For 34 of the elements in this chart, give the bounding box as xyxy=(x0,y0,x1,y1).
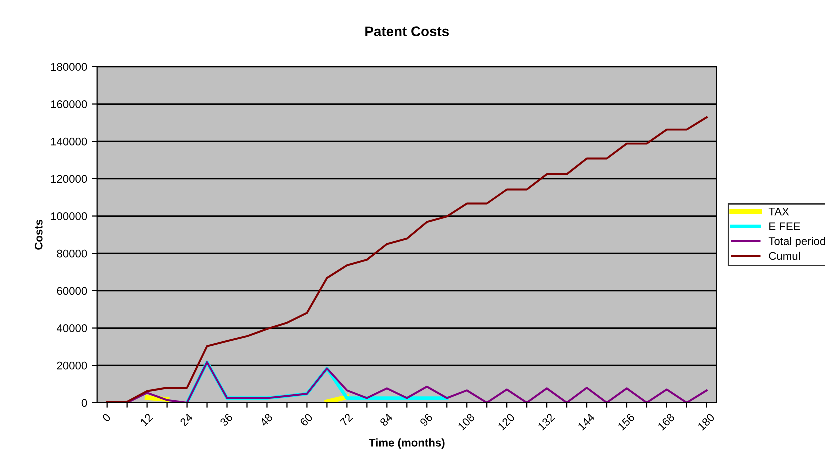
x-axis-title: Time (months) xyxy=(369,438,445,450)
legend-label: TAX xyxy=(768,208,790,216)
y-tick-label: 140000 xyxy=(51,138,88,146)
x-tick-label: 24 xyxy=(180,413,194,427)
legend-label: E FEE xyxy=(770,222,800,230)
x-tick-label: 60 xyxy=(300,413,314,427)
x-tick-label: 96 xyxy=(420,413,434,427)
x-tick-label: 12 xyxy=(140,413,154,427)
x-tick-label: 108 xyxy=(458,413,476,431)
x-tick-label: 156 xyxy=(618,413,636,431)
y-tick-label: 120000 xyxy=(51,175,88,184)
x-tick-label: 144 xyxy=(578,413,596,431)
legend-label: Cumul xyxy=(769,252,800,260)
x-tick-label: 72 xyxy=(340,413,354,427)
line-series xyxy=(106,116,708,403)
y-axis-title: Costs xyxy=(34,220,43,250)
y-tick-label: 20000 xyxy=(57,362,88,370)
y-tick-label: 160000 xyxy=(51,100,88,108)
x-tick-label: 84 xyxy=(380,413,394,427)
x-tick-label: 36 xyxy=(220,413,234,427)
y-tick-label: 40000 xyxy=(56,324,88,332)
x-tick-label: 0 xyxy=(102,413,112,423)
y-tick-label: 180000 xyxy=(51,63,88,72)
x-tick-label: 168 xyxy=(658,413,676,431)
x-tick-label: 180 xyxy=(698,413,716,431)
legend-label: Total period xyxy=(768,237,825,248)
y-tick-label: 0 xyxy=(82,399,88,408)
y-tick-label: 100000 xyxy=(51,212,88,220)
y-tick-label: 80000 xyxy=(57,250,88,258)
x-tick-label: 132 xyxy=(538,413,556,431)
x-tick-label: 48 xyxy=(260,413,274,427)
y-tick-label: 60000 xyxy=(57,287,88,296)
chart-title: Patent Costs xyxy=(366,26,450,37)
x-tick-label: 120 xyxy=(498,413,516,431)
